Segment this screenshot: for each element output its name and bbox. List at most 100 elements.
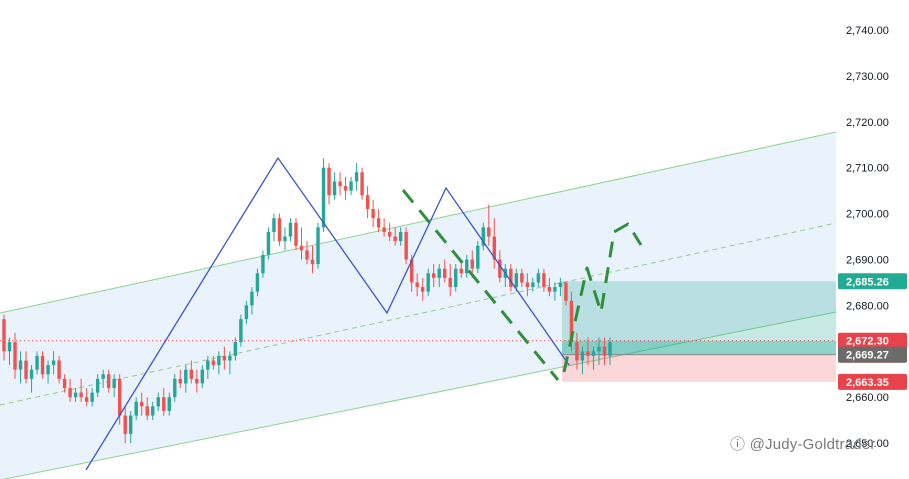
candle — [448, 264, 452, 297]
candle — [112, 374, 116, 398]
candle-body — [299, 245, 304, 251]
candle — [277, 213, 282, 246]
candle-body — [112, 378, 116, 389]
zigzag-pattern-drawing[interactable] — [85, 156, 570, 471]
price-tick-label: 2,690.00 — [846, 255, 889, 267]
candle-body — [167, 397, 171, 411]
candle-body — [2, 319, 6, 352]
candle — [492, 218, 497, 269]
candle-body — [531, 282, 535, 288]
candle-body — [123, 415, 127, 434]
candle-body — [239, 319, 243, 343]
candle-body — [454, 268, 458, 288]
candle — [101, 369, 105, 389]
candle-body — [536, 273, 541, 283]
candle — [7, 337, 12, 366]
candle-body — [35, 355, 39, 370]
candle-body — [184, 369, 188, 384]
candle — [35, 351, 39, 375]
price-tick-label: 2,710.00 — [846, 163, 889, 175]
candle — [481, 222, 485, 251]
candle — [228, 351, 232, 375]
candle-body — [459, 268, 463, 274]
candle — [18, 351, 23, 384]
loss-zone — [562, 354, 836, 382]
candle — [580, 346, 585, 375]
candle — [266, 227, 271, 260]
candle — [316, 222, 320, 269]
candle-body — [597, 346, 601, 352]
candle — [332, 172, 337, 200]
candle — [283, 227, 287, 251]
long-position-tool[interactable] — [562, 281, 836, 382]
candle — [156, 392, 160, 411]
candle — [542, 268, 546, 292]
candle — [321, 158, 326, 232]
stop-price-badge-bg — [838, 373, 907, 390]
candle — [46, 360, 50, 384]
candle — [305, 241, 309, 265]
candle-body — [233, 342, 238, 356]
candle-body — [365, 195, 370, 210]
candle — [145, 397, 149, 421]
candle — [13, 332, 17, 379]
price-tick-label: 2,730.00 — [846, 71, 889, 83]
candle-body — [481, 227, 485, 246]
candle — [140, 392, 144, 416]
candle — [51, 351, 56, 375]
candle-body — [354, 172, 359, 182]
candle-body — [51, 360, 56, 366]
candle-body — [349, 181, 353, 191]
candle-body — [580, 351, 585, 361]
candle — [536, 268, 541, 288]
price-tick-label: 2,680.00 — [846, 300, 889, 312]
projection-arrow-drawing[interactable] — [401, 189, 643, 381]
candle — [134, 397, 138, 421]
candle-body — [310, 259, 315, 265]
candle — [129, 410, 133, 444]
candle-body — [294, 222, 298, 246]
price-tick-label: 2,650.00 — [846, 438, 889, 450]
candle-body — [156, 397, 160, 407]
candle — [173, 374, 177, 402]
channel-lower-line — [2, 311, 837, 479]
candle-body — [217, 355, 221, 366]
candle-body — [316, 227, 320, 265]
candle-body — [266, 231, 271, 255]
candlestick-series[interactable] — [2, 158, 612, 444]
candle — [272, 213, 276, 242]
candle — [244, 300, 249, 324]
candle-body — [84, 397, 89, 402]
candle — [29, 365, 34, 393]
candle-body — [553, 287, 557, 292]
candle-body — [525, 282, 530, 288]
candle — [547, 277, 552, 297]
candle — [564, 282, 568, 306]
candle — [349, 176, 353, 196]
price-tick-label: 2,720.00 — [846, 117, 889, 129]
candle-body — [24, 360, 28, 379]
candle — [167, 392, 171, 416]
candle — [95, 374, 100, 398]
last-price-badge-label: 2,672.30 — [846, 336, 889, 348]
candle — [299, 227, 304, 260]
candle — [371, 199, 375, 228]
candle-body — [382, 227, 386, 232]
candle-body — [564, 282, 568, 301]
candle — [398, 227, 403, 246]
candle — [261, 250, 265, 278]
zigzag-line — [85, 156, 570, 471]
candle-body — [18, 360, 23, 370]
candle-body — [90, 392, 94, 402]
price-axis[interactable]: 2,740.00 2,730.00 2,720.00 2,710.00 2,700.00… — [836, 0, 909, 479]
parallel-channel[interactable] — [0, 131, 837, 479]
candle-body — [409, 259, 414, 283]
candle-body — [547, 287, 552, 292]
candle — [178, 369, 182, 389]
price-axis-background — [836, 0, 909, 479]
candle-body — [173, 378, 177, 398]
candle — [420, 277, 425, 301]
candle — [68, 378, 72, 402]
